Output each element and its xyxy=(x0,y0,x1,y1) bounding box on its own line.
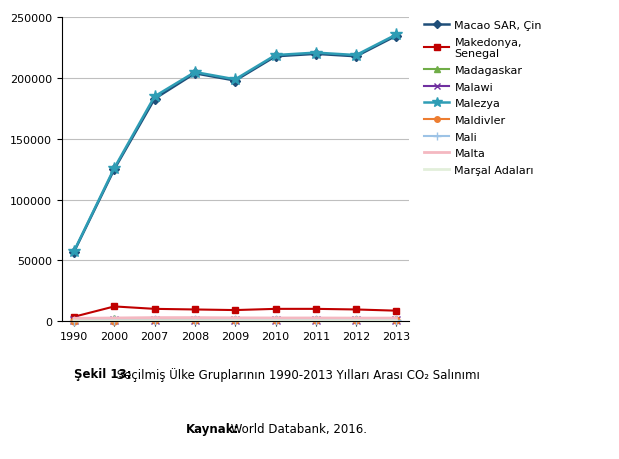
Makedonya,
Senegal xyxy=(232,308,239,313)
Malta xyxy=(191,315,199,321)
Line: Maldivler: Maldivler xyxy=(71,317,400,325)
Malawi xyxy=(392,318,400,323)
Line: Mali: Mali xyxy=(69,316,401,326)
Malezya xyxy=(272,53,279,59)
Macao SAR, Çin xyxy=(232,78,239,84)
Madagaskar xyxy=(71,317,78,323)
Line: Makedonya,
Senegal: Makedonya, Senegal xyxy=(71,303,400,320)
Text: Seçilmiş Ülke Gruplarının 1990-2013 Yılları Arası CO₂ Salınımı: Seçilmiş Ülke Gruplarının 1990-2013 Yıll… xyxy=(113,367,480,381)
Madagaskar xyxy=(111,316,118,321)
Macao SAR, Çin xyxy=(392,34,400,39)
Malawi xyxy=(232,318,239,323)
Malawi xyxy=(272,318,279,323)
Malawi xyxy=(71,318,78,323)
Marşal Adaları xyxy=(312,319,319,324)
Mali xyxy=(151,318,158,323)
Macao SAR, Çin xyxy=(111,167,118,173)
Line: Malta: Malta xyxy=(74,318,396,319)
Marşal Adaları xyxy=(232,319,239,324)
Macao SAR, Çin xyxy=(312,52,319,57)
Marşal Adaları xyxy=(392,319,400,324)
Marşal Adaları xyxy=(191,319,199,324)
Malawi xyxy=(312,318,319,323)
Malezya xyxy=(111,166,118,171)
Legend: Macao SAR, Çin, Makedonya,
Senegal, Madagaskar, Malawi, Malezya, Maldivler, Mali: Macao SAR, Çin, Makedonya, Senegal, Mada… xyxy=(425,21,542,175)
Maldivler xyxy=(312,318,319,323)
Madagaskar xyxy=(232,316,239,322)
Marşal Adaları xyxy=(272,319,279,324)
Madagaskar xyxy=(272,316,279,322)
Malezya xyxy=(151,95,158,100)
Text: World Databank, 2016.: World Databank, 2016. xyxy=(227,422,367,435)
Line: Madagaskar: Madagaskar xyxy=(71,315,400,323)
Madagaskar xyxy=(392,316,400,322)
Makedonya,
Senegal xyxy=(312,307,319,312)
Malezya xyxy=(71,249,78,254)
Mali xyxy=(352,318,360,323)
Mali xyxy=(312,318,319,323)
Makedonya,
Senegal xyxy=(352,307,360,313)
Text: Kaynak:: Kaynak: xyxy=(186,422,239,435)
Macao SAR, Çin xyxy=(352,54,360,60)
Line: Macao SAR, Çin: Macao SAR, Çin xyxy=(71,33,400,256)
Malezya xyxy=(352,53,360,59)
Malta xyxy=(392,316,400,321)
Line: Malezya: Malezya xyxy=(67,29,403,258)
Malta xyxy=(111,315,118,321)
Maldivler xyxy=(151,318,158,323)
Madagaskar xyxy=(151,316,158,322)
Makedonya,
Senegal xyxy=(151,307,158,312)
Malezya xyxy=(232,78,239,83)
Maldivler xyxy=(392,318,400,323)
Madagaskar xyxy=(312,316,319,322)
Maldivler xyxy=(111,318,118,324)
Maldivler xyxy=(352,318,360,323)
Makedonya,
Senegal xyxy=(191,307,199,313)
Malta xyxy=(272,315,279,321)
Marşal Adaları xyxy=(352,319,360,324)
Line: Malawi: Malawi xyxy=(70,316,400,325)
Maldivler xyxy=(191,318,199,323)
Marşal Adaları xyxy=(71,319,78,324)
Macao SAR, Çin xyxy=(151,97,158,102)
Malta xyxy=(352,316,360,321)
Macao SAR, Çin xyxy=(191,71,199,77)
Mali xyxy=(272,318,279,323)
Marşal Adaları xyxy=(111,319,118,324)
Makedonya,
Senegal xyxy=(392,308,400,314)
Malta xyxy=(232,315,239,321)
Mali xyxy=(232,318,239,323)
Mali xyxy=(191,318,199,323)
Malta xyxy=(71,316,78,321)
Maldivler xyxy=(71,318,78,324)
Makedonya,
Senegal xyxy=(71,314,78,320)
Mali xyxy=(111,318,118,323)
Macao SAR, Çin xyxy=(71,250,78,255)
Malta xyxy=(151,315,158,321)
Madagaskar xyxy=(191,316,199,322)
Madagaskar xyxy=(352,316,360,322)
Macao SAR, Çin xyxy=(272,54,279,60)
Malawi xyxy=(111,318,118,323)
Makedonya,
Senegal xyxy=(111,304,118,309)
Makedonya,
Senegal xyxy=(272,307,279,312)
Malezya xyxy=(312,51,319,56)
Marşal Adaları xyxy=(151,319,158,324)
Malezya xyxy=(191,70,199,76)
Text: Şekil 13:: Şekil 13: xyxy=(74,367,132,380)
Mali xyxy=(392,318,400,323)
Maldivler xyxy=(232,318,239,323)
Malawi xyxy=(352,318,360,323)
Malezya xyxy=(392,33,400,38)
Malawi xyxy=(191,318,199,323)
Malta xyxy=(312,315,319,321)
Malawi xyxy=(151,318,158,323)
Maldivler xyxy=(272,318,279,323)
Mali xyxy=(71,318,78,324)
